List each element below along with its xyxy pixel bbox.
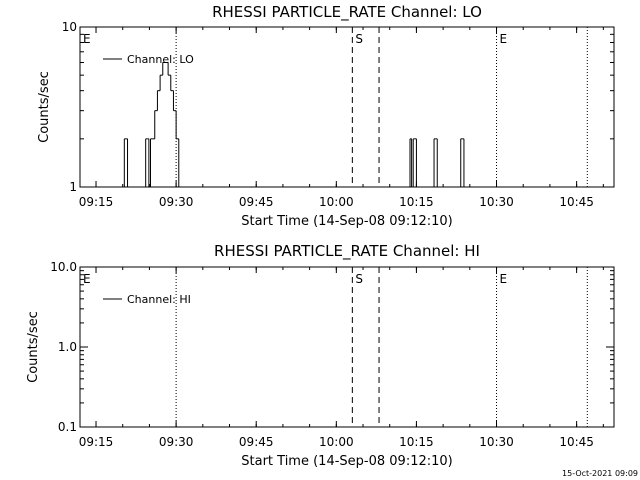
panel-2-event-marker-label-2: S — [355, 272, 363, 286]
panel-1-x-tick-label-6: 10:45 — [559, 195, 594, 209]
panel-1-y-tick-label-0: 1 — [69, 180, 77, 194]
panel-1-x-tick-label-2: 09:45 — [239, 195, 274, 209]
panel-2-x-tick-label-0: 09:15 — [79, 435, 114, 449]
panel-1-x-tick-label-0: 09:15 — [79, 195, 114, 209]
panel-1-x-tick-label-1: 09:30 — [159, 195, 194, 209]
panel-1-x-axis-label: Start Time (14-Sep-08 09:12:10) — [241, 214, 452, 229]
panel-2-legend-label: Channel: HI — [127, 293, 191, 306]
panel-2-y-axis-label: Counts/sec — [26, 311, 41, 383]
panel-2-event-marker-label-4: E — [500, 272, 508, 286]
panel-2-x-tick-label-6: 10:45 — [559, 435, 594, 449]
footer-timestamp: 15-Oct-2021 09:09 — [562, 469, 638, 478]
panel-2-y-tick-label-2: 10.0 — [50, 260, 77, 274]
panel-1-x-tick-label-4: 10:15 — [399, 195, 434, 209]
panel-2-plot-frame — [79, 266, 615, 428]
panel-2-x-tick-label-3: 10:00 — [319, 435, 354, 449]
panel-2-x-axis-label: Start Time (14-Sep-08 09:12:10) — [241, 454, 452, 469]
panel-1-legend-label: Channel: LO — [127, 53, 194, 66]
panel-2-x-tick-label-5: 10:30 — [479, 435, 514, 449]
panel-2-y-tick-label-1: 1.0 — [58, 340, 77, 354]
panel-1-event-marker-label-0: E — [83, 32, 91, 46]
panel-1-y-tick-label-1: 10 — [62, 20, 77, 34]
panel-2-title: RHESSI PARTICLE_RATE Channel: HI — [214, 242, 480, 261]
panel-1-event-marker-label-2: S — [355, 32, 363, 46]
panel-2-y-tick-label-0: 0.1 — [58, 420, 77, 434]
panel-1-y-axis-label: Counts/sec — [37, 71, 52, 143]
panel-2-x-tick-label-2: 09:45 — [239, 435, 274, 449]
panel-2-x-tick-label-4: 10:15 — [399, 435, 434, 449]
panel-1-x-tick-label-3: 10:00 — [319, 195, 354, 209]
panel-1-title: RHESSI PARTICLE_RATE Channel: LO — [212, 3, 482, 22]
panel-1-x-tick-label-5: 10:30 — [479, 195, 514, 209]
panel-1-plot-frame — [79, 26, 615, 188]
panel-2-event-marker-label-0: E — [83, 272, 91, 286]
panel-2-x-tick-label-1: 09:30 — [159, 435, 194, 449]
panel-1-event-marker-label-4: E — [500, 32, 508, 46]
